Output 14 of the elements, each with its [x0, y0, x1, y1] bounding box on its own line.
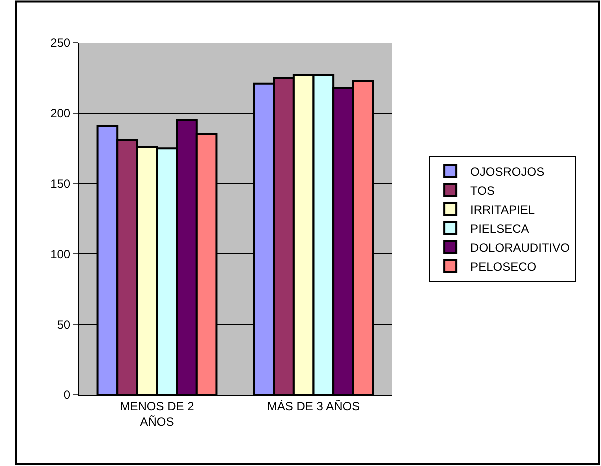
x-tick-label: MENOS DE 2 AÑOS — [120, 399, 195, 429]
legend-label: PELOSECO — [470, 260, 537, 274]
legend-label: PIELSECA — [470, 222, 530, 236]
y-tick-label: 200 — [50, 106, 71, 121]
legend-label: TOS — [470, 184, 496, 198]
y-tick-label: 250 — [50, 36, 71, 50]
y-tick-label: 50 — [57, 318, 71, 332]
legend-label: DOLORAUDITIVO — [470, 241, 570, 256]
y-tick-label: 100 — [50, 247, 71, 262]
y-tick-label: 0 — [64, 388, 71, 402]
legend-label: IRRITAPIEL — [470, 203, 536, 218]
x-tick-label: MÁS DE 3 AÑOS — [267, 399, 360, 414]
legend-label: OJOSROJOS — [470, 165, 545, 180]
y-tick-label: 150 — [50, 177, 71, 191]
